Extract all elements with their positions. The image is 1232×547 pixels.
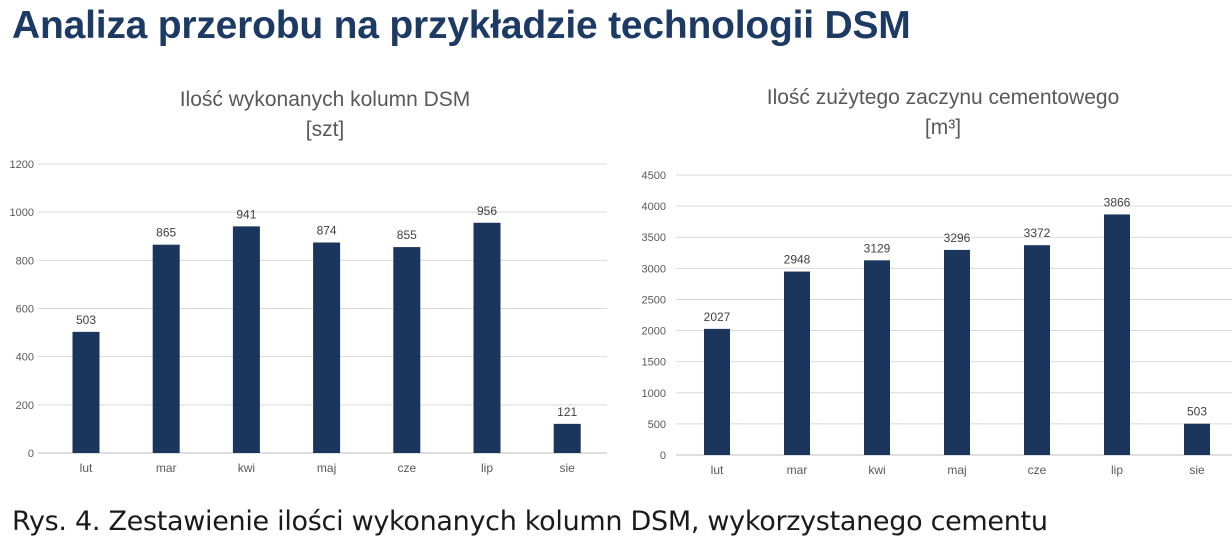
- y-tick-label: 3000: [642, 263, 666, 275]
- x-tick-label: lip: [1111, 463, 1123, 477]
- data-label: 3866: [1104, 195, 1131, 209]
- x-tick-label: mar: [156, 461, 177, 475]
- x-tick-label: kwi: [868, 463, 885, 477]
- x-tick-label: lip: [481, 461, 493, 475]
- y-tick-label: 0: [28, 448, 34, 460]
- y-tick-label: 400: [16, 352, 34, 364]
- x-tick-label: lut: [711, 463, 724, 477]
- y-tick-label: 1000: [10, 207, 34, 219]
- chart-subtitle: [m³]: [925, 116, 961, 139]
- x-tick-label: cze: [1028, 463, 1047, 477]
- y-tick-label: 200: [16, 400, 34, 412]
- data-label: 3372: [1024, 226, 1051, 240]
- bar-lut: [72, 331, 100, 453]
- bar-maj: [313, 242, 341, 453]
- bar-cze: [393, 247, 421, 453]
- data-label: 503: [76, 313, 96, 327]
- bar-sie: [553, 423, 581, 453]
- page-heading: Analiza przerobu na przykładzie technolo…: [12, 4, 911, 47]
- figure-caption: Rys. 4. Zestawienie ilości wykonanych ko…: [12, 506, 1048, 537]
- data-label: 956: [477, 204, 497, 218]
- data-label: 874: [317, 224, 337, 238]
- data-label: 3296: [944, 231, 971, 245]
- bar-kwi: [864, 260, 890, 455]
- y-tick-label: 500: [648, 419, 666, 431]
- y-tick-label: 2000: [642, 326, 666, 338]
- y-tick-label: 1000: [642, 388, 666, 400]
- x-tick-label: maj: [947, 463, 966, 477]
- x-tick-label: maj: [317, 461, 336, 475]
- x-tick-label: sie: [1189, 463, 1205, 477]
- data-label: 855: [397, 228, 417, 242]
- y-tick-label: 1500: [642, 357, 666, 369]
- y-tick-label: 800: [16, 255, 34, 267]
- data-label: 503: [1187, 405, 1207, 419]
- x-tick-label: sie: [560, 461, 576, 475]
- y-tick-label: 2500: [642, 294, 666, 306]
- bar-kwi: [232, 226, 260, 453]
- y-tick-label: 1200: [10, 159, 34, 171]
- bar-lut: [704, 328, 730, 455]
- chart-title: Ilość zużytego zaczynu cementowego: [767, 86, 1120, 109]
- bar-sie: [1184, 423, 1210, 455]
- x-tick-label: cze: [397, 461, 416, 475]
- bar-cze: [1024, 245, 1050, 455]
- y-tick-label: 600: [16, 304, 34, 316]
- data-label: 865: [156, 226, 176, 240]
- bar-mar: [784, 271, 810, 455]
- chart-cement-grout: Ilość zużytego zaczynu cementowego [m³] …: [642, 86, 1232, 477]
- bar-maj: [944, 249, 970, 455]
- x-tick-label: lut: [80, 461, 93, 475]
- x-tick-label: kwi: [238, 461, 255, 475]
- data-label: 941: [236, 207, 256, 221]
- data-label: 2027: [704, 310, 731, 324]
- chart-title: Ilość wykonanych kolumn DSM: [180, 88, 471, 111]
- chart-subtitle: [szt]: [306, 118, 345, 141]
- bar-lip: [473, 222, 501, 453]
- y-tick-label: 4000: [642, 201, 666, 213]
- data-label: 121: [557, 405, 577, 419]
- data-label: 2948: [784, 253, 811, 267]
- y-tick-label: 3500: [642, 232, 666, 244]
- chart-dsm-columns: Ilość wykonanych kolumn DSM [szt] 0 200 40…: [10, 88, 607, 475]
- y-tick-label: 0: [660, 450, 666, 462]
- bar-mar: [152, 244, 180, 453]
- x-tick-label: mar: [787, 463, 808, 477]
- data-label: 3129: [864, 241, 891, 255]
- y-tick-label: 4500: [642, 170, 666, 182]
- bar-lip: [1104, 214, 1130, 455]
